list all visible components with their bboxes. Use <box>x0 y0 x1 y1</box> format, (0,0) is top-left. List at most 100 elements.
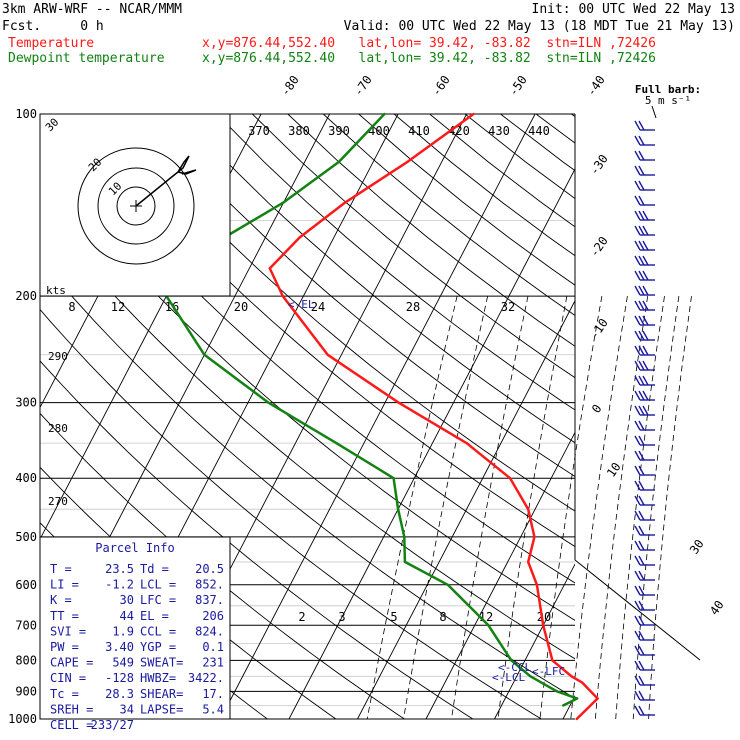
pressure-tick-label: 300 <box>15 396 37 410</box>
parcel-info-cell: LCL = <box>140 578 176 592</box>
parcel-info-cell: PW = <box>50 640 79 654</box>
temperature-legend-label: Temperature <box>8 36 94 51</box>
mixing-ratio-line <box>648 296 692 719</box>
hodograph-inset: 10 20 30 kts <box>39 113 231 297</box>
wind-barb <box>634 180 655 191</box>
mixing-ratio-line <box>570 296 628 719</box>
dry-adiabat-line <box>40 209 575 660</box>
mixing-ratio-label: 5 <box>390 610 397 624</box>
temperature-trace-point <box>508 477 512 480</box>
parcel-info-cell: YGP = <box>140 640 176 654</box>
wind-barb <box>634 405 655 416</box>
wind-barb <box>634 135 655 146</box>
dewpoint-legend-label: Dewpoint temperature <box>8 51 165 66</box>
mixing-ratio-label: 32 <box>501 300 515 314</box>
isotherm-line <box>220 114 536 719</box>
temperature-trace-point <box>596 697 599 700</box>
parcel-info-cell: 824. <box>195 624 224 638</box>
wind-barb <box>634 330 655 341</box>
parcel-info-cell: SHEAR= <box>140 687 183 701</box>
dry-adiabat-line <box>287 114 575 347</box>
theta-tick-label: 370 <box>248 124 270 138</box>
wind-barb <box>634 510 655 521</box>
parcel-info-cell: 20.5 <box>195 562 224 576</box>
isotherm-tick-label: -40 <box>584 73 608 99</box>
wind-barb <box>634 360 655 371</box>
isotherm-tick-label: -30 <box>587 152 611 178</box>
wind-barb <box>634 150 655 161</box>
parcel-info-cell: 34 <box>120 702 134 716</box>
dry-adiabat-line <box>40 360 474 719</box>
dry-adiabat-line <box>322 114 575 317</box>
mixing-ratio-label: 8 <box>439 610 446 624</box>
temperature-trace-point <box>472 112 475 116</box>
dewpoint-trace-point <box>203 353 206 356</box>
parcel-info-cell: 23.5 <box>105 562 134 576</box>
mixing-ratio-label: 2 <box>298 610 305 624</box>
parcel-info-cell: -1.2 <box>105 578 134 592</box>
wind-barb <box>634 480 655 491</box>
dry-adiabat-line <box>110 114 575 512</box>
parcel-info-cell: 28.3 <box>105 687 134 701</box>
parcel-info-cell: SVI = <box>50 624 86 638</box>
isotherm-tick-label: -80 <box>278 73 302 99</box>
parcel-info-cell: 30 <box>120 593 134 607</box>
wind-barb-column <box>634 105 657 716</box>
parcel-info-cell: 206 <box>202 609 224 623</box>
pressure-tick-label: 600 <box>15 578 37 592</box>
temperature-trace-point <box>344 201 347 204</box>
theta-left-label: 270 <box>48 495 68 508</box>
parcel-info-cell: Td = <box>140 562 169 576</box>
pressure-tick-label: 800 <box>15 653 37 667</box>
theta-tick-label: 400 <box>368 124 390 138</box>
mixing-ratio-line <box>366 296 458 719</box>
parcel-info-cell: LFC = <box>140 593 176 607</box>
temperature-trace <box>268 112 599 720</box>
dry-adiabat-line <box>181 114 575 444</box>
pressure-tick-label: 100 <box>15 107 37 121</box>
mixing-ratio-label: 20 <box>234 300 248 314</box>
temperature-trace-point <box>570 675 573 678</box>
wind-barb <box>634 390 655 401</box>
pressure-tick-label: 500 <box>15 530 37 544</box>
dewpoint-trace-point <box>403 560 407 564</box>
isotherm-tick-label: 10 <box>604 460 624 480</box>
wind-barb <box>634 435 655 446</box>
parcel-info-cell: -128 <box>105 671 134 685</box>
barb-legend-unit: 5 m s⁻¹ <box>645 94 691 107</box>
dry-adiabat-line <box>358 114 575 286</box>
parcel-info-cell: 233/27 <box>91 718 134 732</box>
parcel-info-cell: 852. <box>195 578 224 592</box>
mixing-ratio-line <box>403 296 489 719</box>
parcel-info-cell: 231 <box>202 656 224 670</box>
temperature-trace-point <box>281 294 284 298</box>
theta-tick-label: 430 <box>488 124 510 138</box>
dewpoint-trace-point <box>555 690 558 693</box>
init-time: Init: 00 UTC Wed 22 May 13 <box>532 2 736 17</box>
parcel-info-cell: EL = <box>140 609 169 623</box>
parcel-info-cell: LAPSE= <box>140 702 183 716</box>
temperature-trace-point <box>580 681 584 684</box>
wind-barb <box>634 450 655 461</box>
isotherm-tick-label: 40 <box>707 598 727 618</box>
temperature-trace-point <box>397 401 400 404</box>
dry-adiabat-line <box>40 114 575 584</box>
dewpoint-trace-point <box>282 201 285 204</box>
dewpoint-trace-point <box>403 535 406 539</box>
temperature-trace-point <box>465 442 468 445</box>
wind-barb <box>634 375 655 386</box>
parcel-info-cell: 0.1 <box>202 640 224 654</box>
dry-adiabat-line <box>40 161 575 621</box>
lcl-marker: <-LCL <box>492 671 525 684</box>
model-title: 3km ARW-WRF -- NCAR/MMM <box>2 2 182 17</box>
mixing-ratio-label: 24 <box>311 300 325 314</box>
wind-barb <box>634 285 655 296</box>
parcel-info-cell: 44 <box>120 609 134 623</box>
wind-barb <box>634 315 655 326</box>
dry-adiabat-line <box>74 114 575 548</box>
isotherm-tick-label: -10 <box>587 316 611 342</box>
parcel-info-cell: CCL = <box>140 624 176 638</box>
parcel-info-title: Parcel Info <box>95 541 174 555</box>
theta-tick-label: 390 <box>328 124 350 138</box>
isotherm-line <box>288 168 575 719</box>
